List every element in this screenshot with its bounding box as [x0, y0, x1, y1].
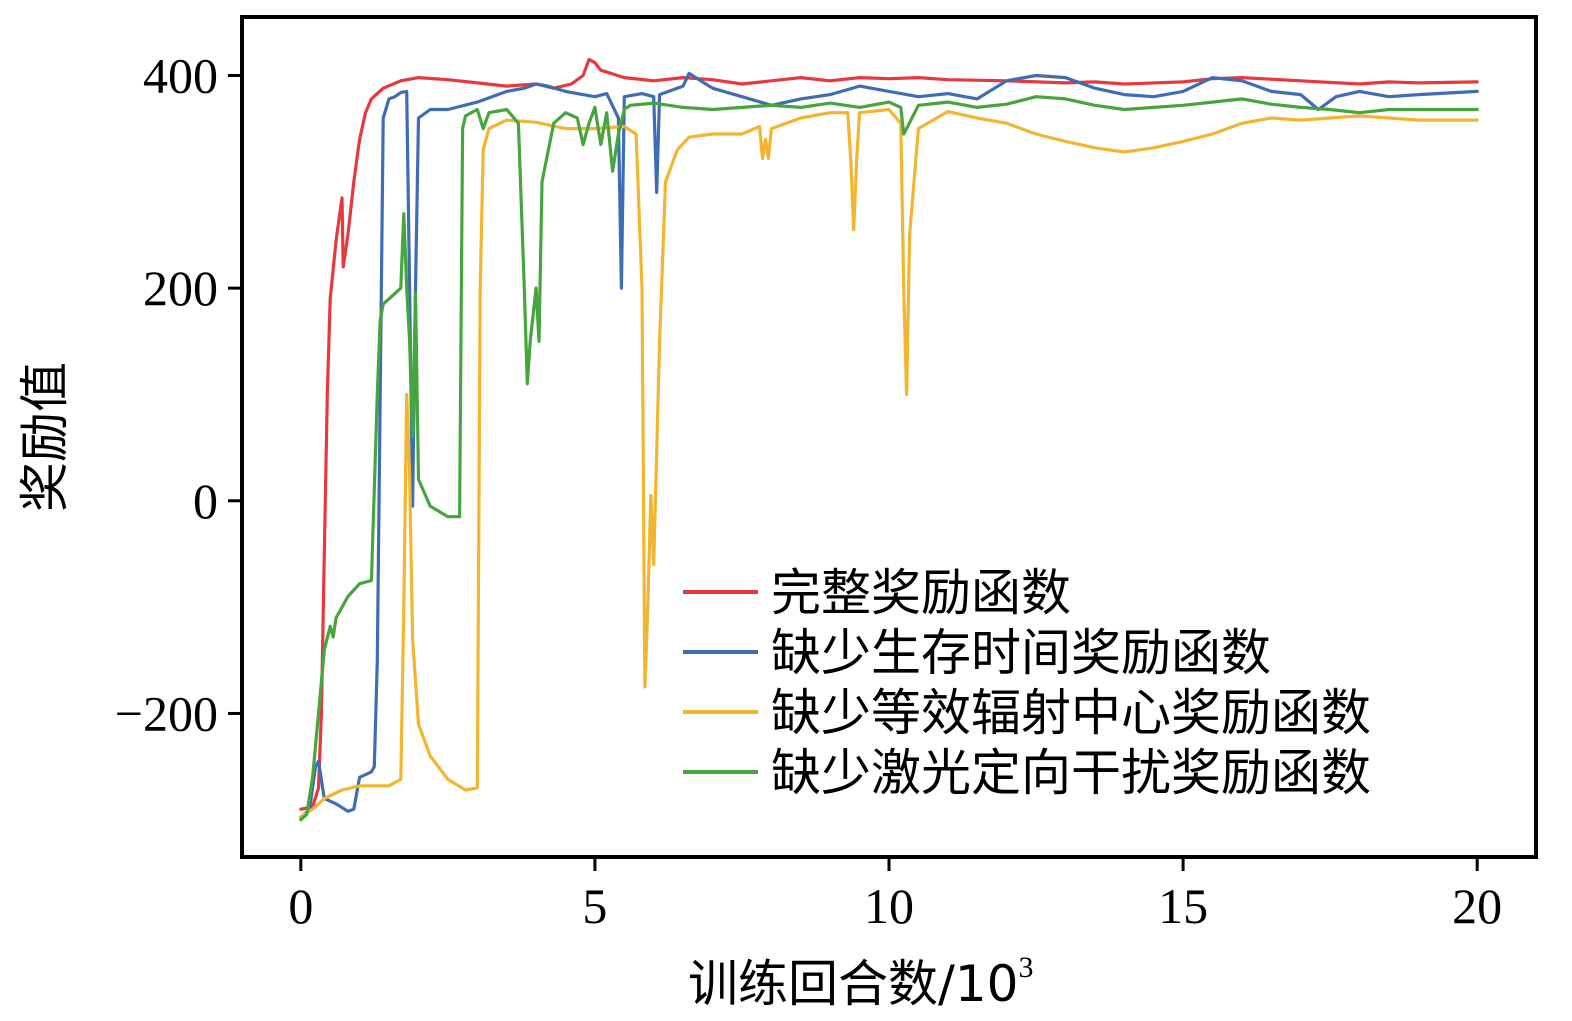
x-tick-label: 15	[1158, 878, 1208, 934]
series-line-2	[299, 71, 1479, 820]
legend-label-3: 缺少等效辐射中心奖励函数	[771, 684, 1371, 742]
series-line-1	[299, 57, 1479, 811]
series-line-3	[299, 107, 1479, 819]
x-axis-title-main: 训练回合数/10	[688, 955, 1018, 1013]
legend-label-1: 完整奖励函数	[771, 564, 1071, 622]
x-tick-label: 10	[864, 878, 914, 934]
legend-label-2: 缺少生存时间奖励函数	[771, 624, 1271, 682]
x-tick-label: 0	[288, 878, 313, 934]
y-tick-label: 0	[193, 473, 218, 529]
series-line-4	[299, 95, 1479, 822]
series-layer	[299, 57, 1479, 822]
legend-label-4: 缺少激光定向干扰奖励函数	[771, 744, 1371, 802]
y-tick-label: −200	[115, 685, 218, 741]
x-tick-label: 20	[1452, 878, 1502, 934]
y-tick-label: 200	[143, 260, 218, 316]
x-axis-title: 训练回合数/103	[688, 951, 1033, 1013]
y-tick-label: 400	[143, 47, 218, 103]
x-axis-title-superscript: 3	[1018, 951, 1033, 984]
tick-layer: 0 5 10 15 20 −200 0 200 400	[115, 47, 1502, 934]
y-axis-title: 奖励值	[16, 362, 74, 512]
x-tick-label: 5	[582, 878, 607, 934]
